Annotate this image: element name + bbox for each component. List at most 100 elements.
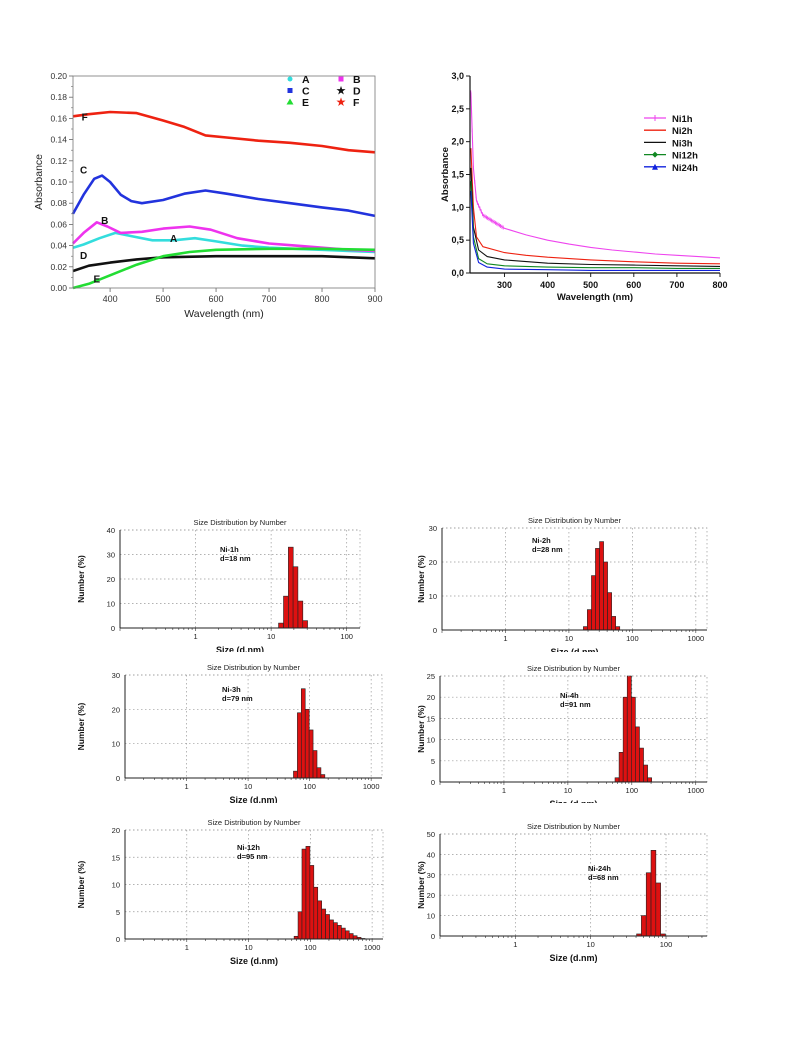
mean-size-label: d=79 nm	[222, 694, 253, 703]
y-tick-label: 20	[107, 575, 115, 584]
histogram-bar	[599, 541, 604, 631]
histogram-bar	[337, 925, 342, 940]
y-tick-label: 0	[116, 774, 120, 783]
legend-label-A: A	[302, 74, 310, 86]
x-tick-label: 400	[540, 280, 555, 290]
y-tick-label: 10	[429, 592, 437, 601]
histogram-bar	[643, 764, 648, 783]
y-tick-label: 0.00	[50, 283, 67, 293]
histogram-bar	[603, 561, 608, 631]
x-tick-label: 700	[669, 280, 684, 290]
histogram-bar	[312, 750, 318, 779]
histogram-bar	[591, 575, 596, 631]
y-tick-label: 0.10	[50, 177, 67, 187]
y-tick-label: 3,0	[451, 71, 464, 81]
legend-label-Ni12h: Ni12h	[672, 151, 698, 162]
y-tick-label: 20	[112, 826, 120, 835]
histogram-bar	[641, 915, 647, 937]
size-distribution-chart-3h: Size Distribution by Number 0 10 20 30 1 10 100…	[76, 663, 383, 803]
histogram-bar	[650, 850, 657, 937]
legend-marker-B	[338, 76, 344, 82]
series-line-C	[71, 174, 376, 218]
legend-label-C: C	[302, 86, 310, 98]
x-axis-label: Size (d.nm)	[549, 799, 597, 803]
x-tick-label: 1	[513, 940, 517, 949]
x-tick-label: 1000	[364, 943, 381, 952]
x-tick-label: 100	[304, 943, 317, 952]
series-line-Ni2h	[470, 148, 721, 265]
histogram-bar	[615, 626, 621, 631]
y-tick-label: 5	[116, 908, 120, 917]
series-line-D	[72, 254, 376, 273]
legend-label-Ni3h: Ni3h	[672, 138, 693, 149]
x-tick-label: 1	[193, 632, 197, 641]
histogram-bar	[631, 696, 636, 783]
y-tick-label: 5	[431, 757, 435, 766]
x-tick-label: 10	[587, 940, 595, 949]
histogram-bar	[607, 592, 612, 631]
x-tick-label: 600	[209, 294, 224, 304]
y-tick-label: 20	[112, 705, 120, 714]
y-tick-label: 1,0	[451, 202, 464, 212]
y-axis-label: Number (%)	[416, 705, 426, 753]
sample-label: Ni-24h	[588, 864, 611, 873]
y-tick-label: 10	[427, 736, 435, 745]
x-tick-label: 900	[367, 294, 382, 304]
histogram-bar	[316, 767, 322, 779]
legend-marker-Ni24h	[652, 163, 658, 170]
x-tick-label: 100	[303, 782, 316, 791]
histogram-bar	[325, 914, 330, 940]
y-tick-label: 0,5	[451, 235, 464, 245]
histogram-bar	[348, 933, 354, 940]
y-tick-label: 15	[427, 714, 435, 723]
histogram-bar	[618, 752, 624, 783]
histogram-bar	[341, 927, 346, 940]
y-tick-label: 0.18	[50, 92, 67, 102]
series-label-E: E	[94, 275, 101, 286]
plot-frame	[124, 674, 383, 779]
y-tick-label: 25	[427, 672, 435, 681]
y-tick-label: 1,5	[451, 170, 464, 180]
histogram-bar	[611, 616, 616, 631]
y-tick-label: 0.16	[50, 113, 67, 123]
x-tick-label: 10	[564, 786, 572, 795]
histogram-bar	[645, 872, 652, 937]
y-tick-label: 0.04	[50, 241, 67, 251]
y-tick-label: 0,0	[451, 268, 464, 278]
series-line-F	[72, 110, 376, 154]
histogram-bar	[317, 900, 322, 940]
histogram-bar	[587, 609, 592, 631]
x-tick-label: 600	[626, 280, 641, 290]
histogram-bar	[614, 777, 620, 783]
chart-title: Size Distribution by Number	[527, 822, 620, 831]
y-tick-label: 30	[429, 524, 437, 533]
mean-size-label: d=68 nm	[588, 873, 619, 882]
histogram-bar	[635, 726, 640, 783]
x-tick-label: 500	[583, 280, 598, 290]
series-line-E	[72, 247, 376, 290]
y-tick-label: 40	[427, 850, 435, 859]
legend-label-E: E	[302, 97, 309, 109]
y-tick-label: 0	[431, 932, 435, 941]
legend-marker-D: ★	[336, 84, 347, 98]
legend-marker-A	[287, 76, 293, 82]
x-tick-label: 10	[565, 634, 573, 643]
histogram-bar	[278, 622, 284, 629]
legend-label-D: D	[353, 86, 361, 98]
x-tick-label: 1	[185, 943, 189, 952]
x-tick-label: 500	[156, 294, 171, 304]
series-line-B	[72, 221, 376, 253]
y-tick-label: 15	[112, 853, 120, 862]
y-tick-label: 20	[427, 693, 435, 702]
x-tick-label: 400	[103, 294, 118, 304]
absorbance-chart-ni: 0,0 0,5 1,0 1,5 2,0 2,5 3,0 300 400 500 600 700 800 N…	[440, 71, 728, 303]
histogram-bar	[297, 911, 303, 940]
y-axis-label: Number (%)	[76, 555, 86, 603]
x-tick-label: 10	[244, 782, 252, 791]
histogram-bar	[301, 848, 307, 940]
chart-title: Size Distribution by Number	[208, 818, 301, 827]
x-tick-label: 100	[626, 786, 639, 795]
plot-frame	[439, 833, 708, 937]
x-tick-label: 100	[660, 940, 673, 949]
y-axis-label: Absorbance	[440, 147, 451, 202]
